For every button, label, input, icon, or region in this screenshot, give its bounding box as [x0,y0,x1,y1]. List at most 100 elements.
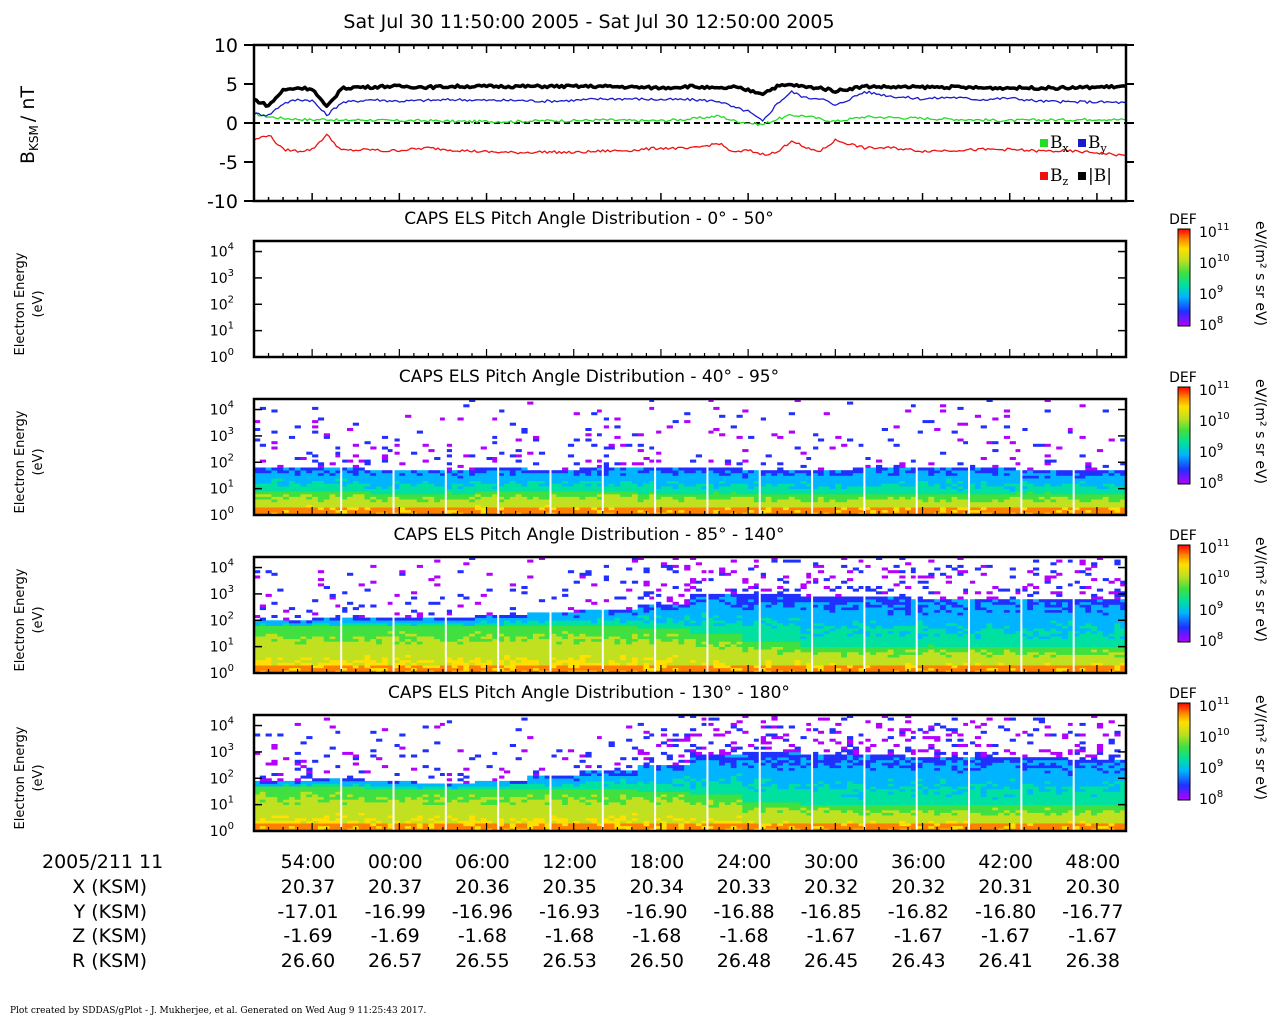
spectrogram-cell [643,591,650,595]
spectrogram-cell [602,620,609,624]
spectrogram-cell [626,467,633,471]
spectrogram-cell [1102,496,1109,500]
spectrogram-cell [817,480,825,484]
spectrogram-cell [893,504,900,508]
spectrogram-cell [1015,501,1022,505]
spectrogram-cell [951,491,958,495]
spectrogram-cell [405,491,412,495]
spectrogram-cell [259,499,266,503]
spectrogram-cell [945,475,952,479]
spectrogram-cell [562,646,569,650]
spectrogram-cell [323,470,330,474]
spectrogram-cell [649,617,656,621]
spectrogram-cell [666,496,673,500]
spectrogram-cell [556,651,563,655]
spectrogram-cell [817,491,825,495]
spectrogram-cell [1038,509,1045,513]
spectrogram-cell [434,491,441,495]
spectrogram-cell [759,480,766,484]
spectrogram-cell [591,638,598,642]
spectrogram-cell [544,483,551,487]
spectrogram-cell [405,630,412,634]
spectrogram-cell [655,430,662,434]
spectrogram-cell [806,496,813,500]
spectrogram-cell [480,659,487,663]
spectrogram-cell [381,665,389,669]
spectrogram-cell [556,480,563,484]
spectrogram-cell [387,646,394,650]
colorbar-unit: eV/(m² s sr eV) [1252,379,1268,484]
spectrogram-cell [777,483,784,487]
spectrogram-cell [347,665,354,669]
spectrogram-cell [504,649,511,653]
spectrogram-cell [381,646,389,650]
spectrogram-cell [1003,478,1011,482]
spectrogram-cell [440,417,447,421]
spectrogram-cell [585,649,592,653]
spectrogram-cell [486,662,493,666]
spectrogram-cell [957,472,964,476]
spectrogram-cell [753,472,761,476]
spectrogram-cell [620,504,627,508]
spectrogram-cell [393,451,400,455]
spectrogram-cell [986,441,993,445]
spectrogram-cell [312,480,319,484]
spectrogram-cell [666,646,673,650]
spectrogram-cell [259,459,266,463]
spectrogram-cell [498,638,505,642]
spectrogram-cell [498,657,505,661]
spectrogram-cell [916,488,923,492]
spectrogram-cell [312,470,319,474]
spectrogram-cell [934,499,941,503]
spectrogram-cell [585,644,592,647]
spectrogram-cell [498,649,505,653]
spectrogram-cell [649,651,656,655]
spectrogram-cell [451,622,458,626]
spectrogram-cell [381,638,389,642]
spectrogram-cell [474,641,482,645]
spectrogram-cell [440,501,447,505]
spectrogram-cell [271,441,278,445]
spectrogram-cell [637,620,644,624]
spectrogram-cell [649,607,656,611]
spectrogram-cell [370,501,377,505]
spectrogram-cell [1091,491,1098,495]
spectrogram-cell [486,457,493,460]
spectrogram-cell [742,507,749,511]
spectrogram-cell [440,486,447,489]
spectrogram-cell [742,496,749,500]
spectrogram-cell [724,488,732,492]
spectrogram-cell [294,504,301,508]
spectrogram-cell [998,488,1005,492]
spectrogram-cell [509,475,516,479]
spectrogram-cell [591,646,598,650]
spectrogram-cell [358,509,365,513]
spectrogram-cell [533,507,540,511]
spectrogram-cell [509,620,516,624]
spectrogram-cell [341,504,348,508]
spectrogram-cell [463,638,470,642]
spectrogram-cell [1085,493,1092,497]
spectrogram-cell [602,654,609,658]
spectrogram-cell [271,601,278,605]
spectrogram-cell [527,646,534,650]
spectrogram-cell [544,638,551,642]
spectrogram-cell [533,475,540,479]
spectrogram-cell [300,630,307,634]
spectrogram-cell [847,499,854,503]
spectrogram-cell [631,649,639,653]
spectrogram-cell [998,496,1005,500]
spectrogram-cell [556,617,563,621]
spectrogram-cell [254,649,261,653]
spectrogram-cell [352,622,359,626]
colorbar [1177,228,1191,327]
spectrogram-cell [672,480,679,484]
spectrogram-cell [556,638,563,642]
spectrogram-cell [591,412,598,416]
spectrogram-cell [498,622,505,626]
spectrogram-cell [579,649,586,653]
spectrogram-cell [434,499,441,503]
spectrogram-cell [585,654,592,658]
legend-swatch-x [1040,139,1048,147]
spectrogram-cell [405,636,412,640]
